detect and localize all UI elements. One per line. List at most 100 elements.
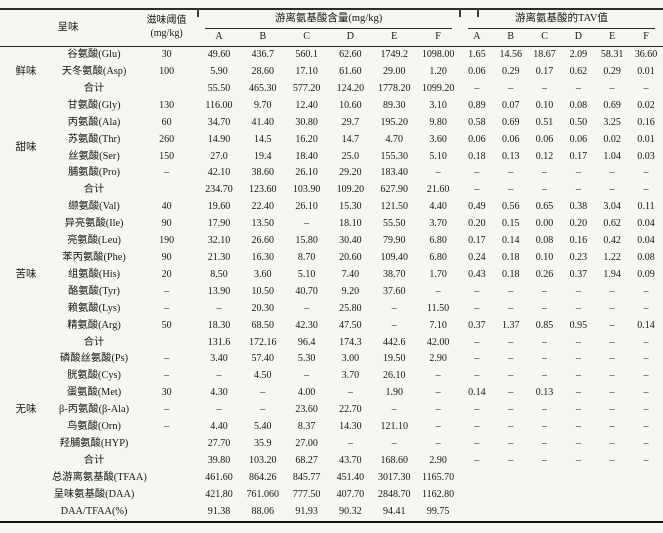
content-value: 9.20	[341, 285, 360, 297]
content-value: 14.30	[339, 421, 362, 433]
taste-threshold-value: 90	[161, 218, 172, 230]
tav-value: 0.65	[535, 201, 554, 213]
content-value: 183.40	[380, 167, 408, 179]
taste-group-label: 甜味	[15, 142, 37, 154]
table-row: 天冬氨酸(Asp) 100 5.90 28.60 17.10 61.60 29.00 1.20…	[0, 64, 663, 81]
threshold-header-line1: 滋味阈值	[146, 15, 187, 27]
tav-value: –	[575, 167, 581, 179]
content-value: 8.70	[297, 252, 316, 263]
table-row: 胱氨酸(Cys) – – 4.50 – 3.70 26.10 – – – – – – –	[0, 368, 663, 385]
amino-acid-name: 合计	[83, 336, 105, 348]
content-value: 20.60	[339, 252, 362, 263]
table-row: 酪氨酸(Tyr) – 13.90 10.50 40.70 9.20 37.60 – – – – – – –	[0, 284, 663, 301]
tav-value: –	[575, 370, 581, 382]
tav-value: 0.03	[637, 150, 655, 162]
content-value: 21.60	[426, 184, 450, 196]
tav-value: 0.17	[535, 66, 554, 78]
tav-value: 0.37	[569, 268, 588, 280]
tav-value: 0.20	[569, 218, 588, 230]
taste-threshold-value	[136, 436, 197, 453]
taste-threshold-value: 90	[161, 252, 172, 263]
header-row-groups: 呈味 滋味阈值 (mg/kg) 游离氨基酸含量(mg/kg) 游离氨基酸的TAV…	[0, 8, 663, 48]
content-value: 91.93	[284, 503, 329, 523]
column-divider-tick	[197, 8, 199, 17]
amino-acid-name: 总游离氨基酸(TFAA)	[52, 471, 147, 483]
tav-value: 0.15	[501, 218, 520, 230]
amino-acid-name: 缬氨酸(Val)	[68, 201, 120, 213]
amino-acid-name: 天冬氨酸(Asp)	[61, 66, 127, 78]
tav-value: –	[508, 82, 514, 94]
amino-acid-name: 呈味氨基酸(DAA)	[53, 488, 135, 500]
content-value: 4.70	[385, 133, 403, 145]
taste-group-label	[0, 503, 53, 523]
tav-value: –	[575, 454, 581, 466]
tav-value	[595, 487, 629, 504]
content-value: 26.10	[382, 370, 406, 382]
threshold-header-line2: (mg/kg)	[150, 27, 183, 39]
content-value: 168.60	[380, 454, 408, 466]
content-value: 121.10	[380, 421, 408, 433]
tav-value: –	[508, 336, 514, 348]
content-value: 2848.70	[377, 488, 411, 500]
tav-value: 0.18	[501, 252, 520, 263]
tav-value: 0.14	[637, 319, 655, 331]
content-value: 90.32	[328, 503, 373, 523]
table-row: 呈味氨基酸(DAA) 421.80 761.060 777.50 407.70 2848.…	[0, 487, 663, 504]
content-value: 16.30	[251, 252, 275, 263]
tav-value: 0.08	[535, 235, 554, 247]
content-value: 28.60	[251, 66, 275, 78]
content-value: 5.10	[297, 268, 316, 280]
scanned-table-page: 呈味 滋味阈值 (mg/kg) 游离氨基酸含量(mg/kg) 游离氨基酸的TAV…	[0, 8, 663, 533]
tav-value: –	[609, 82, 615, 94]
taste-threshold-value	[136, 182, 197, 199]
taste-group-label: 鲜味	[15, 66, 37, 78]
tav-value: 0.06	[501, 133, 520, 145]
tav-value: 0.06	[468, 66, 486, 78]
taste-threshold-value: 60	[161, 116, 172, 128]
content-value: 37.60	[382, 285, 406, 297]
content-value: 777.50	[292, 488, 321, 500]
tav-value: –	[542, 167, 548, 179]
content-value: –	[435, 167, 441, 179]
table-row: 蛋氨酸(Met) 30 4.30 – 4.00 – 1.90 – 0.14 – 0.13 – – –	[0, 385, 663, 402]
tav-value: –	[575, 353, 581, 365]
amino-acid-name: 谷氨酸(Glu)	[67, 49, 121, 61]
content-value: 407.70	[336, 488, 365, 500]
tav-value: –	[575, 82, 581, 94]
tav-value: 14.56	[499, 49, 522, 61]
content-value: 18.10	[339, 218, 362, 230]
content-value: 41.40	[251, 116, 275, 128]
content-value: 89.30	[382, 99, 406, 111]
tav-value: –	[474, 370, 480, 382]
tav-value: 0.95	[569, 319, 588, 331]
content-value: 18.30	[207, 319, 231, 331]
amino-acid-name: 脯氨酸(Pro)	[68, 167, 121, 179]
content-value: 38.60	[251, 167, 275, 179]
content-sample-header: F	[416, 29, 460, 48]
tav-value: –	[508, 421, 514, 433]
tav-value: –	[643, 82, 649, 94]
content-value: 465.30	[249, 82, 277, 94]
tav-value: –	[474, 167, 480, 179]
tav-value	[494, 487, 528, 504]
tav-value	[493, 503, 528, 523]
tav-value: 0.10	[535, 99, 554, 111]
table-row: 合计 39.80 103.20 68.27 43.70 168.60 2.90 – – – – – –	[0, 453, 663, 470]
tav-value: –	[474, 353, 480, 365]
content-value: –	[260, 387, 266, 399]
content-value: 109.40	[380, 252, 408, 263]
amino-acid-name: 精氨酸(Arg)	[67, 319, 121, 331]
table-row: 无味 磷酸丝氨酸(Ps) – 3.40 57.40 5.30 3.00 19.50 2.90 – –…	[0, 351, 663, 415]
content-value: 17.10	[295, 66, 318, 78]
tav-value: 0.26	[535, 268, 554, 280]
tav-value: –	[643, 404, 649, 416]
content-value: 6.80	[429, 252, 447, 263]
amino-acid-name: 蛋氨酸(Met)	[66, 387, 122, 399]
tav-value: 58.31	[600, 49, 624, 61]
tav-value: 0.18	[468, 150, 486, 162]
content-value: 27.00	[295, 437, 318, 449]
tav-value: 0.04	[637, 235, 655, 247]
tav-value: 0.01	[637, 133, 655, 145]
content-value: 1749.2	[380, 49, 408, 61]
tav-value: –	[575, 437, 581, 449]
